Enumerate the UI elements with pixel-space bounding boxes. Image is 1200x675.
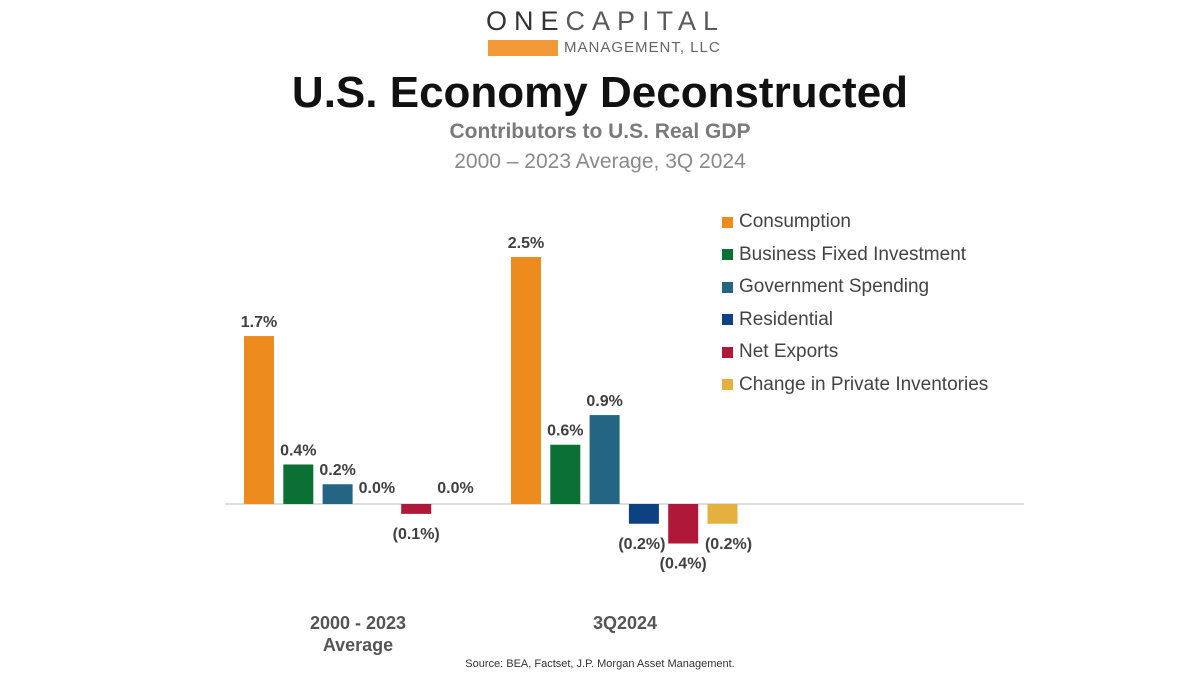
legend-item-business-fixed-investment: Business Fixed Investment	[722, 239, 988, 272]
bar-net-exports-1	[668, 504, 699, 544]
logo-wordmark: ONECAPITAL	[486, 6, 725, 36]
company-logo: ONECAPITAL MANAGEMENT, LLC	[486, 6, 720, 56]
logo-word-one: ONE	[486, 6, 566, 36]
data-label-government-spending-1: 0.9%	[586, 393, 622, 410]
logo-word-capital: CAPITAL	[565, 6, 726, 36]
legend-item-residential: Residential	[722, 304, 988, 337]
data-label-business-fixed-investment-1: 0.6%	[547, 423, 583, 440]
legend-item-government-spending: Government Spending	[722, 271, 988, 304]
legend-swatch	[722, 379, 733, 391]
data-label-residential-1: (0.2%)	[618, 536, 665, 553]
legend-swatch	[722, 216, 733, 228]
data-label-consumption-0: 1.7%	[241, 314, 277, 331]
bar-business-fixed-investment-0	[283, 464, 314, 504]
data-label-government-spending-0: 0.2%	[319, 462, 355, 479]
bar-government-spending-0	[322, 484, 353, 504]
bar-consumption-0	[244, 336, 274, 504]
legend-item-change-in-private-inventories: Change in Private Inventories	[722, 369, 988, 402]
legend-label: Government Spending	[739, 276, 930, 298]
legend-label: Residential	[739, 308, 833, 330]
data-label-change-in-private-inventories-0: 0.0%	[437, 480, 473, 497]
page-title: U.S. Economy Deconstructed	[291, 68, 909, 117]
bar-business-fixed-investment-1	[550, 444, 581, 504]
bar-government-spending-1	[589, 415, 620, 504]
legend-item-consumption: Consumption	[722, 206, 988, 239]
bar-consumption-1	[511, 257, 541, 504]
legend-swatch	[722, 249, 733, 261]
chart-period: 2000 – 2023 Average, 3Q 2024	[454, 150, 746, 173]
legend-label: Net Exports	[739, 341, 839, 363]
data-label-net-exports-1: (0.4%)	[660, 556, 707, 573]
legend-swatch	[722, 281, 733, 293]
data-label-net-exports-0: (0.1%)	[393, 526, 440, 543]
chart-legend: Consumption Business Fixed Investment Gove…	[722, 206, 988, 401]
legend-swatch	[722, 346, 733, 358]
chart-subtitle: Contributors to U.S. Real GDP	[449, 120, 751, 143]
category-label-1-0: 3Q2024	[593, 613, 657, 633]
data-label-change-in-private-inventories-1: (0.2%)	[705, 536, 752, 553]
legend-swatch	[722, 314, 733, 326]
bar-net-exports-0	[401, 504, 432, 514]
legend-label: Business Fixed Investment	[739, 243, 967, 265]
category-label-0-1: Average	[323, 635, 393, 655]
legend-item-net-exports: Net Exports	[722, 336, 988, 369]
logo-subtext: MANAGEMENT, LLC	[564, 39, 721, 56]
legend-label: Consumption	[739, 211, 851, 233]
bar-change-in-private-inventories-1	[707, 504, 738, 524]
bar-residential-1	[628, 504, 659, 524]
category-label-0-0: 2000 - 2023	[310, 613, 406, 633]
logo-orange-bar	[488, 40, 558, 56]
legend-label: Change in Private Inventories	[739, 373, 989, 395]
source-note: Source: BEA, Factset, J.P. Morgan Asset …	[465, 658, 735, 670]
data-label-consumption-1: 2.5%	[508, 235, 544, 252]
data-label-residential-0: 0.0%	[359, 480, 395, 497]
data-label-business-fixed-investment-0: 0.4%	[280, 442, 316, 459]
